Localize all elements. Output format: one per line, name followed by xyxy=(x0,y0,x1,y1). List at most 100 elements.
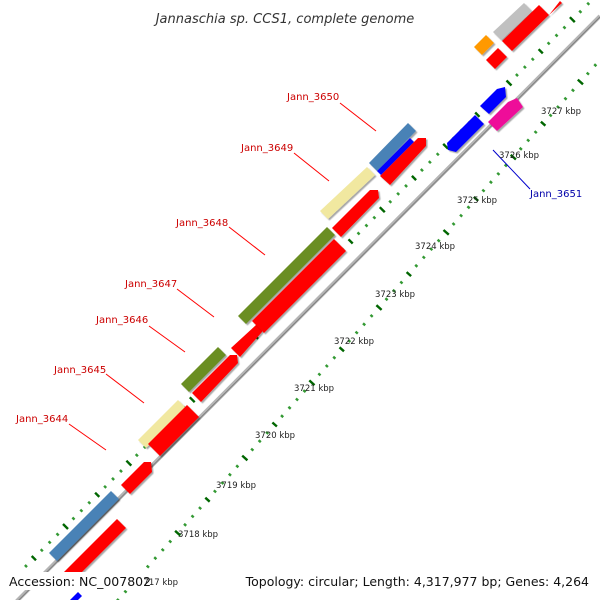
callout-lines xyxy=(68,102,377,451)
gc-tick xyxy=(442,143,449,150)
topology-text: Topology: circular; Length: 4,317,977 bp… xyxy=(245,574,589,589)
gc-tick xyxy=(94,491,101,498)
gc-tick xyxy=(241,454,249,462)
gene-feature[interactable] xyxy=(474,35,494,55)
gc-tick xyxy=(576,78,584,86)
gc-tick xyxy=(518,146,523,151)
gene-feature[interactable] xyxy=(148,405,199,456)
gene-features xyxy=(49,1,562,600)
gc-tick xyxy=(474,111,481,118)
gene-label-jann-3650: Jann_3650 xyxy=(286,92,339,103)
gene-feature[interactable] xyxy=(493,3,532,40)
gene-feature[interactable] xyxy=(70,592,82,600)
gc-tick xyxy=(571,88,575,93)
gene-feature[interactable] xyxy=(252,239,346,333)
gc-tick xyxy=(250,447,255,452)
gene-feature[interactable] xyxy=(480,87,506,114)
gc-tick xyxy=(586,1,591,6)
gc-tick xyxy=(554,33,559,38)
gene-feature[interactable] xyxy=(377,138,414,175)
gc-tick xyxy=(183,522,188,527)
gc-tick xyxy=(265,430,270,435)
accession-text: Accession: NC_007802 xyxy=(9,574,151,589)
gc-tick xyxy=(556,105,560,109)
gc-tick xyxy=(562,25,567,30)
gc-tick xyxy=(174,529,182,537)
gc-tick xyxy=(24,564,28,568)
gc-tick xyxy=(188,396,196,404)
kbp-label: 3726 kbp xyxy=(499,151,539,161)
gc-tick xyxy=(347,238,354,245)
gene-feature[interactable] xyxy=(320,167,375,219)
gc-tick xyxy=(375,304,383,311)
gc-tick xyxy=(71,516,76,521)
gc-tick xyxy=(271,421,278,428)
gc-tick xyxy=(362,322,367,327)
gc-tick xyxy=(533,130,538,135)
gene-label-jann-3651: Jann_3651 xyxy=(529,189,582,200)
gc-tick xyxy=(392,288,396,293)
gene-feature[interactable] xyxy=(380,138,426,185)
gc-tick xyxy=(354,330,359,335)
gc-tick xyxy=(569,16,576,23)
gc-tick xyxy=(332,355,337,360)
gc-tick xyxy=(503,163,508,168)
gc-tick xyxy=(198,506,202,511)
gc-tick xyxy=(496,171,501,176)
gc-tick xyxy=(548,113,553,118)
gc-tick xyxy=(295,397,299,402)
gene-label-jann-3649: Jann_3649 xyxy=(240,143,293,154)
gene-feature[interactable] xyxy=(549,1,562,15)
gc-tick xyxy=(145,564,150,569)
kbp-label: 3727 kbp xyxy=(541,107,581,117)
gene-feature[interactable] xyxy=(488,98,523,131)
gc-tick xyxy=(505,79,513,87)
gc-tick xyxy=(87,500,92,505)
gc-tick xyxy=(378,206,386,214)
gc-tick xyxy=(39,548,44,553)
gc-tick xyxy=(414,263,419,268)
gene-feature[interactable] xyxy=(447,115,484,152)
gc-tick xyxy=(287,405,292,410)
kbp-label: 3723 kbp xyxy=(375,290,415,300)
gene-label-jann-3647: Jann_3647 xyxy=(124,279,177,290)
gc-skew-track xyxy=(116,63,598,600)
gc-tick xyxy=(419,168,424,173)
gene-feature[interactable] xyxy=(502,5,549,51)
gc-tick xyxy=(459,213,464,218)
gene-feature[interactable] xyxy=(62,519,126,583)
gc-tick xyxy=(427,160,432,165)
gene-feature[interactable] xyxy=(121,462,152,494)
gene-feature[interactable] xyxy=(192,355,238,402)
gc-tick xyxy=(153,556,158,561)
gene-feature[interactable] xyxy=(486,48,507,69)
gene-feature[interactable] xyxy=(138,400,186,448)
gene-feature[interactable] xyxy=(49,491,119,561)
gc-tick xyxy=(578,9,583,14)
gene-feature[interactable] xyxy=(231,325,262,357)
gc-tick xyxy=(302,389,307,394)
kbp-label: 3724 kbp xyxy=(415,242,455,252)
gene-feature[interactable] xyxy=(369,123,416,171)
gc-tick xyxy=(526,138,531,143)
gc-tick xyxy=(429,247,434,252)
gc-tick xyxy=(509,153,517,161)
gene-feature[interactable] xyxy=(181,347,226,392)
kbp-label: 3720 kbp xyxy=(255,431,295,441)
gc-tick xyxy=(396,191,401,196)
gc-tick xyxy=(530,57,535,62)
gc-tick xyxy=(384,297,389,302)
gc-tick xyxy=(411,175,417,181)
gc-tick xyxy=(204,496,211,503)
gc-tick xyxy=(213,489,217,494)
gc-tick xyxy=(369,314,374,318)
gc-tick xyxy=(235,464,240,469)
gene-feature[interactable] xyxy=(238,227,335,324)
gc-tick xyxy=(116,598,120,600)
gene-feature[interactable] xyxy=(332,190,379,237)
gene-label-jann-3646: Jann_3646 xyxy=(95,315,148,326)
gc-tick xyxy=(123,589,128,594)
gc-tick xyxy=(405,271,412,277)
gc-tick xyxy=(347,339,352,343)
